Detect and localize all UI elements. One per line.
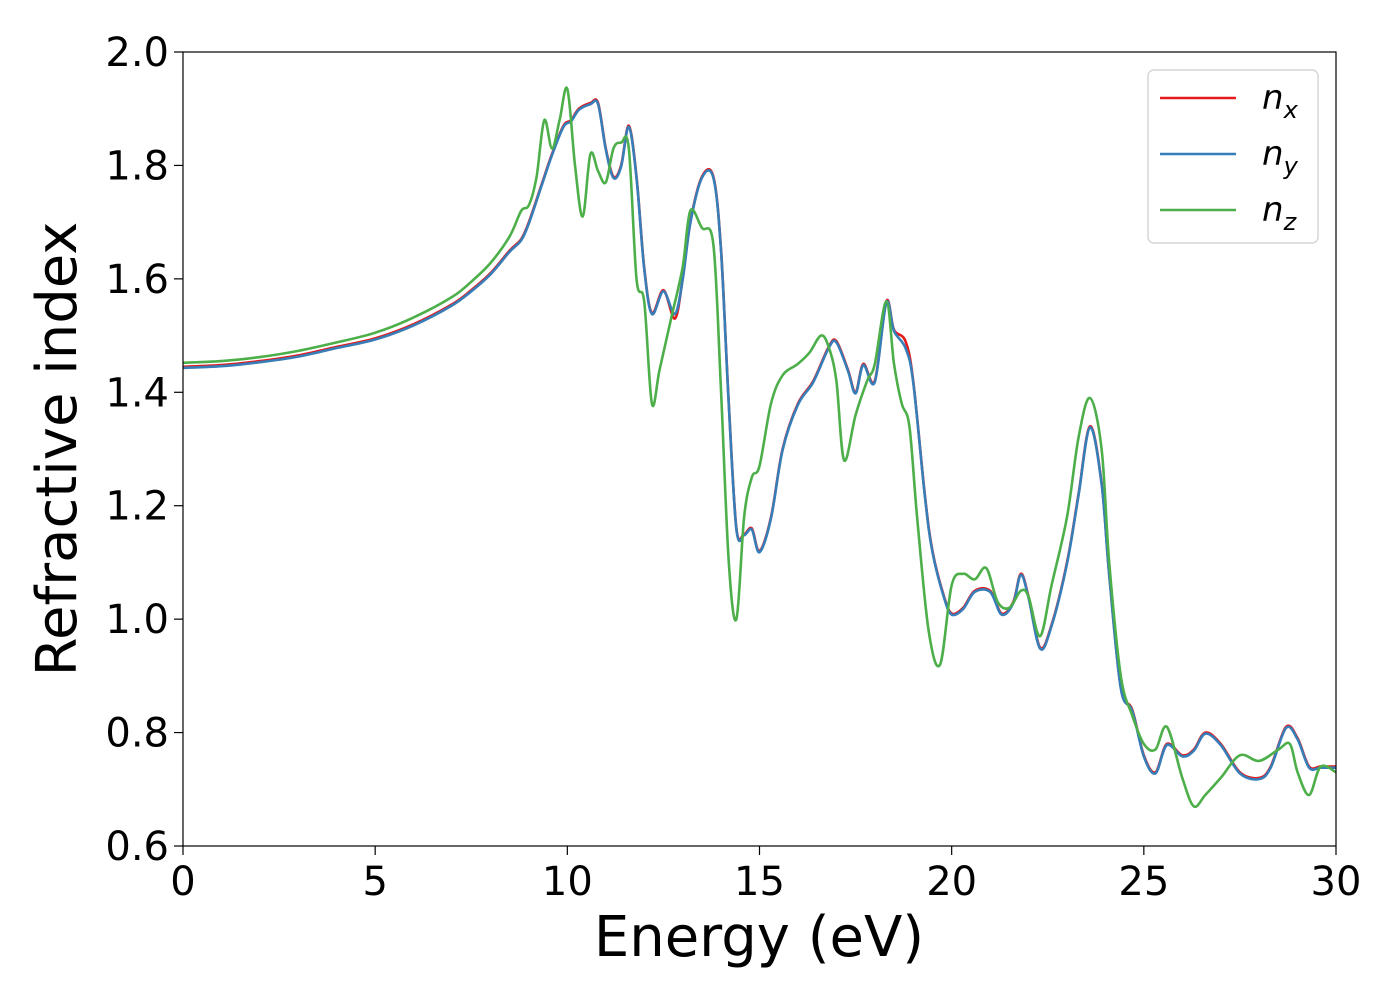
legend-label-z: nz xyxy=(1262,190,1298,236)
x-tick-label: 15 xyxy=(734,859,785,905)
legend-label-y: ny xyxy=(1262,134,1299,180)
legend-box xyxy=(1147,69,1319,244)
x-tick-label: 0 xyxy=(170,859,195,905)
y-axis: 0.6 0.8 1.0 1.2 1.4 1.6 1.8 2.0 xyxy=(105,30,183,870)
x-axis: 0 5 10 15 20 25 30 xyxy=(170,846,1361,905)
x-tick-label: 30 xyxy=(1311,859,1362,905)
series-layer xyxy=(182,86,1337,809)
series-line-z xyxy=(182,86,1337,809)
y-tick-label: 1.6 xyxy=(105,257,169,303)
y-tick-label: 1.4 xyxy=(105,370,169,416)
y-tick-label: 0.6 xyxy=(105,824,169,870)
series-line-y xyxy=(182,99,1336,781)
x-tick-label: 25 xyxy=(1118,859,1169,905)
y-axis-label: Refractive index xyxy=(25,222,90,677)
x-tick-label: 20 xyxy=(926,859,977,905)
x-axis-label: Energy (eV) xyxy=(594,905,924,970)
y-tick-label: 0.8 xyxy=(105,711,169,757)
y-tick-label: 2.0 xyxy=(105,30,169,76)
legend-label-x: nx xyxy=(1262,78,1299,124)
legend: nx ny nz xyxy=(1147,69,1319,244)
y-tick-label: 1.8 xyxy=(105,143,169,189)
y-tick-label: 1.0 xyxy=(105,597,169,643)
x-tick-label: 5 xyxy=(362,859,387,905)
y-tick-label: 1.2 xyxy=(105,484,169,530)
x-tick-label: 10 xyxy=(542,859,593,905)
